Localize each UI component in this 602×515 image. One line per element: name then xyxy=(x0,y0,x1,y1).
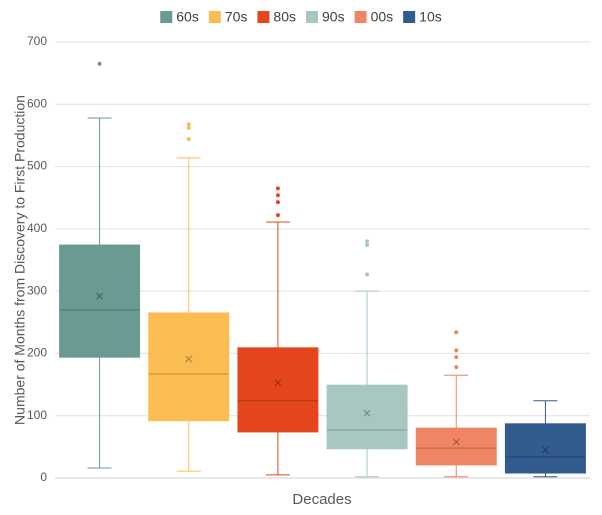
x-axis-label: Decades xyxy=(292,491,351,508)
box xyxy=(148,312,230,422)
legend: 60s 70s 80s 90s 00s 10s xyxy=(160,9,442,25)
outlier xyxy=(275,186,280,191)
box-group xyxy=(504,400,586,478)
y-tick-label: 100 xyxy=(27,408,47,422)
outlier xyxy=(186,137,191,142)
outlier xyxy=(365,243,370,248)
mean-marker xyxy=(274,379,282,387)
box-group xyxy=(415,330,497,478)
legend-label: 90s xyxy=(322,9,345,25)
outlier xyxy=(365,239,370,244)
mean-marker xyxy=(185,355,193,363)
box-group xyxy=(148,122,230,472)
outlier xyxy=(275,193,280,198)
legend-label: 10s xyxy=(419,9,442,25)
box xyxy=(504,423,586,474)
y-tick-label: 500 xyxy=(27,159,47,173)
mean-marker xyxy=(542,446,549,454)
outlier xyxy=(275,200,280,205)
outlier xyxy=(454,355,459,360)
y-tick-label: 200 xyxy=(27,346,47,360)
y-tick-label: 600 xyxy=(27,96,47,110)
box-group xyxy=(237,186,319,476)
y-tick-label: 700 xyxy=(27,34,47,48)
mean-marker xyxy=(363,409,371,417)
outlier xyxy=(186,122,191,127)
legend-label: 70s xyxy=(225,9,248,25)
mean-marker xyxy=(452,438,460,446)
box xyxy=(326,384,408,450)
mean-marker xyxy=(96,292,103,300)
outlier xyxy=(365,272,370,277)
outlier xyxy=(454,348,459,353)
box-group xyxy=(326,239,408,478)
box-group xyxy=(59,61,141,469)
y-tick-label: 300 xyxy=(27,283,47,297)
legend-swatch xyxy=(257,11,270,23)
outlier xyxy=(454,365,459,370)
box xyxy=(59,244,141,358)
legend-label: 00s xyxy=(371,9,394,25)
box xyxy=(415,427,497,466)
legend-swatch xyxy=(354,11,367,23)
y-tick-label: 0 xyxy=(40,470,47,484)
legend-swatch xyxy=(160,11,173,23)
outlier xyxy=(97,61,102,66)
legend-swatch xyxy=(403,11,416,23)
outlier xyxy=(186,125,191,130)
outlier xyxy=(454,330,459,335)
box xyxy=(237,347,319,433)
legend-swatch xyxy=(208,11,221,23)
outlier xyxy=(275,213,280,218)
y-axis-label: Number of Months from Discovery to First… xyxy=(12,95,28,425)
legend-label: 60s xyxy=(176,9,199,25)
legend-label: 80s xyxy=(273,9,296,25)
y-tick-label: 400 xyxy=(27,221,47,235)
legend-swatch xyxy=(306,11,318,23)
